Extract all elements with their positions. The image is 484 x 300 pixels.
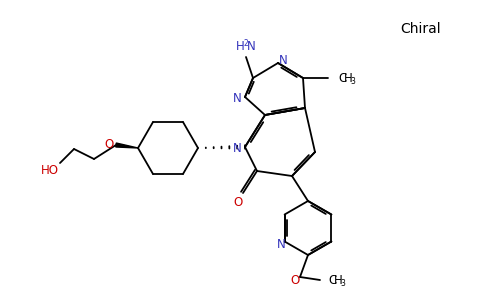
Text: N: N (233, 92, 242, 104)
Text: H: H (334, 274, 343, 286)
Text: N: N (277, 238, 286, 251)
Text: O: O (105, 137, 114, 151)
Text: 3: 3 (340, 278, 345, 287)
Text: N: N (279, 55, 287, 68)
Text: 2: 2 (243, 38, 248, 47)
Text: 3: 3 (350, 76, 355, 85)
Text: H: H (236, 40, 244, 52)
Text: N: N (233, 142, 242, 154)
Text: HO: HO (41, 164, 59, 178)
Text: O: O (290, 274, 300, 286)
Text: H: H (344, 71, 353, 85)
Text: C: C (338, 71, 346, 85)
Polygon shape (116, 143, 138, 148)
Text: C: C (328, 274, 336, 286)
Text: N: N (247, 40, 256, 52)
Text: Chiral: Chiral (400, 22, 440, 36)
Text: O: O (233, 196, 242, 209)
